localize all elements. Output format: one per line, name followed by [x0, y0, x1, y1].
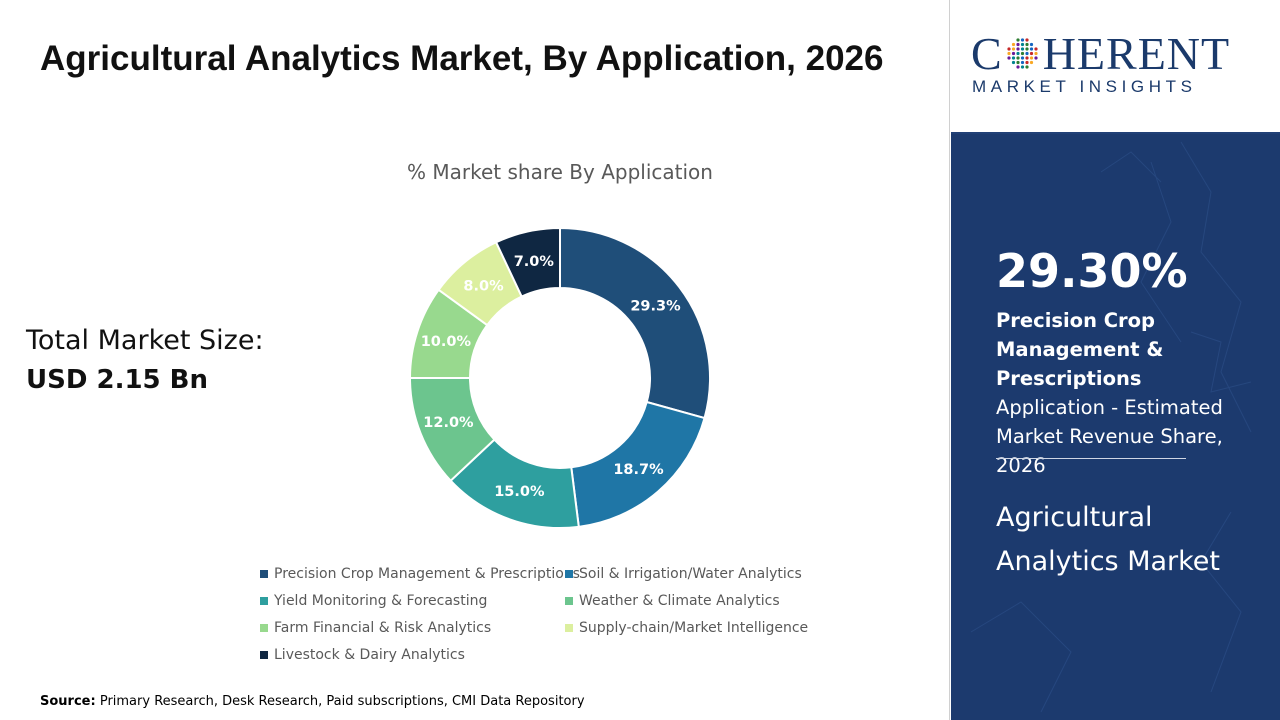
logo-letter-c: C	[971, 28, 1003, 79]
highlight-percentage: 29.30%	[996, 244, 1188, 298]
legend-label: Yield Monitoring & Forecasting	[274, 593, 488, 609]
donut-slice	[494, 226, 561, 298]
slice-value-label: 8.0%	[463, 279, 504, 295]
legend-item: Weather & Climate Analytics	[565, 593, 780, 609]
legend-swatch	[565, 570, 573, 578]
legend-label: Soil & Irrigation/Water Analytics	[579, 566, 802, 582]
donut-slice	[559, 226, 711, 420]
slice-value-label: 7.0%	[514, 254, 555, 270]
slice-value-label: 29.3%	[630, 298, 681, 314]
slice-value-label: 10.0%	[421, 334, 472, 350]
map-texture-decoration	[951, 132, 1280, 713]
highlight-description: Precision Crop Management & Prescription…	[996, 306, 1256, 480]
legend-label: Precision Crop Management & Prescription…	[274, 566, 580, 582]
market-size-value: USD 2.15 Bn	[26, 365, 208, 395]
legend-swatch	[260, 624, 268, 632]
divider-line	[996, 458, 1186, 459]
highlight-panel: 29.30% Precision Crop Management & Presc…	[951, 132, 1280, 720]
logo-wordmark: C HERENT	[971, 28, 1230, 80]
source-text: Primary Research, Desk Research, Paid su…	[99, 694, 585, 709]
globe-dots-icon	[1005, 37, 1040, 71]
logo-letters-herent: HERENT	[1042, 28, 1231, 79]
source-label: Source:	[40, 694, 96, 709]
chart-title: % Market share By Application	[407, 160, 713, 184]
page-title: Agricultural Analytics Market, By Applic…	[40, 39, 884, 78]
slice-value-label: 12.0%	[423, 415, 474, 431]
legend-item: Soil & Irrigation/Water Analytics	[565, 566, 802, 582]
source-note: Source: Primary Research, Desk Research,…	[40, 694, 585, 709]
legend-swatch	[260, 651, 268, 659]
brand-logo: C HERENT MARKET INSIGHTS	[951, 0, 1280, 132]
legend-swatch	[260, 597, 268, 605]
highlight-segment-name: Precision Crop Management & Prescription…	[996, 309, 1164, 390]
market-name: Agricultural Analytics Market	[996, 502, 1221, 577]
legend-swatch	[565, 597, 573, 605]
slice-value-label: 15.0%	[494, 484, 545, 500]
legend-item: Livestock & Dairy Analytics	[260, 647, 465, 663]
legend-swatch	[565, 624, 573, 632]
donut-chart: 29.3% 18.7% 15.0% 12.0% 10.0% 8.0% 7.0%	[408, 226, 711, 529]
legend-item: Yield Monitoring & Forecasting	[260, 593, 487, 609]
legend-swatch	[260, 570, 268, 578]
highlight-description-text: Application - Estimated Market Revenue S…	[996, 396, 1223, 477]
market-size-block: Total Market Size: USD 2.15 Bn	[26, 322, 264, 400]
legend-label: Weather & Climate Analytics	[579, 593, 780, 609]
legend-item: Farm Financial & Risk Analytics	[260, 620, 491, 636]
legend-label: Livestock & Dairy Analytics	[274, 647, 465, 663]
slice-value-label: 18.7%	[613, 462, 664, 478]
infographic-main-panel: Agricultural Analytics Market, By Applic…	[26, 0, 950, 720]
legend-item: Precision Crop Management & Prescription…	[260, 566, 580, 582]
market-size-label: Total Market Size:	[26, 325, 264, 356]
legend-item: Supply-chain/Market Intelligence	[565, 620, 808, 636]
logo-subtitle: MARKET INSIGHTS	[972, 77, 1197, 96]
legend-label: Supply-chain/Market Intelligence	[579, 620, 809, 636]
legend-label: Farm Financial & Risk Analytics	[274, 620, 492, 636]
